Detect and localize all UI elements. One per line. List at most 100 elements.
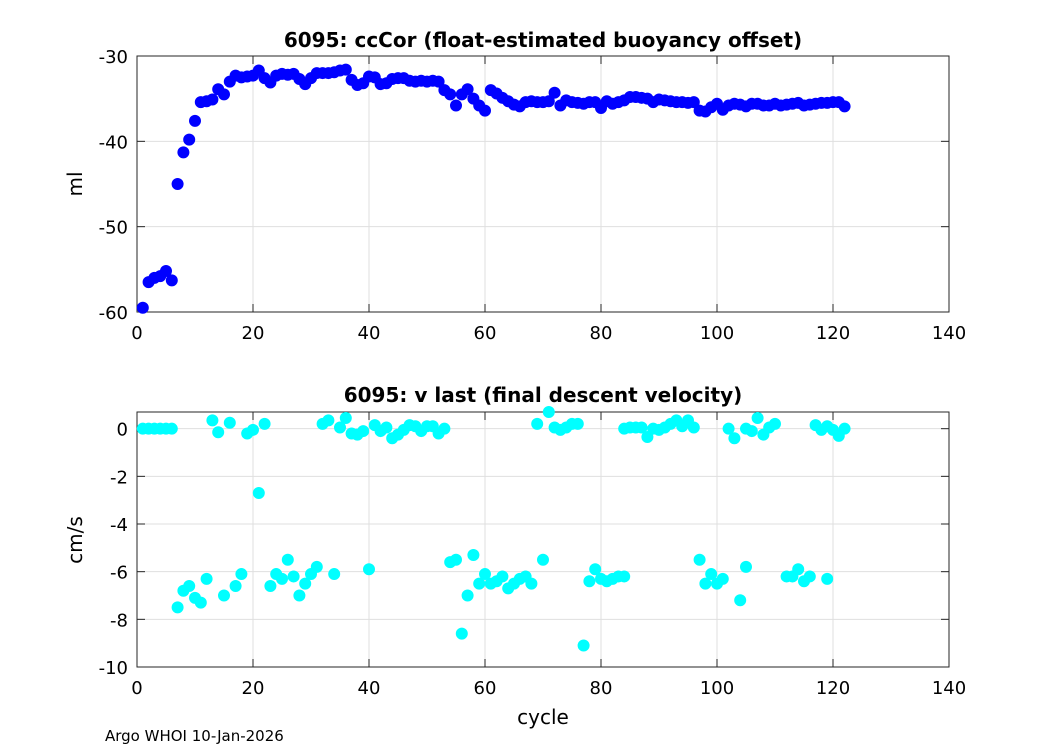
vlast-data-point <box>165 422 178 435</box>
vlast-data-point <box>299 577 312 590</box>
vlast-data-point <box>276 572 288 585</box>
vlast-data-point <box>212 426 225 439</box>
cccor-data-point <box>461 83 474 96</box>
vlast-data-point <box>635 421 648 434</box>
cccor-y-axis-label: ml <box>63 171 87 196</box>
vlast-data-point <box>571 417 584 430</box>
cccor-x-tick-label: 0 <box>131 323 142 344</box>
vlast-x-tick-label: 0 <box>131 678 142 699</box>
vlast-panel: 6095: v last (final descent velocity) cm… <box>63 383 966 729</box>
vlast-data-point <box>455 627 468 640</box>
vlast-data-point <box>363 563 375 576</box>
cccor-data-point <box>177 146 190 159</box>
cccor-data-point <box>165 274 178 287</box>
vlast-x-tick-label: 40 <box>358 678 381 699</box>
cccor-data-point <box>183 133 196 146</box>
vlast-data-point <box>699 577 712 590</box>
vlast-data-point <box>589 563 602 576</box>
cccor-x-tick-label: 80 <box>590 323 613 344</box>
cccor-x-tick-label: 120 <box>816 323 850 344</box>
vlast-x-axis-label: cycle <box>517 705 569 729</box>
vlast-data-point <box>206 414 219 427</box>
cccor-data-point <box>218 88 230 101</box>
cccor-data-point <box>339 63 352 76</box>
vlast-data-point <box>838 422 851 435</box>
vlast-data-point <box>496 570 509 583</box>
cccor-x-tick-label: 60 <box>474 323 497 344</box>
cccor-chart-title: 6095: ccCor (float-estimated buoyancy of… <box>284 28 802 52</box>
cccor-data-point <box>432 75 445 88</box>
vlast-x-tick-label: 120 <box>816 678 850 699</box>
vlast-y-axis-label: cm/s <box>63 516 87 564</box>
vlast-data-point <box>281 553 294 566</box>
vlast-data-point <box>438 422 451 435</box>
vlast-data-point <box>380 421 393 434</box>
vlast-x-tick-label: 20 <box>242 678 265 699</box>
vlast-data-point <box>247 423 259 436</box>
cccor-y-tick-label: -60 <box>99 303 128 324</box>
vlast-data-point <box>334 421 346 434</box>
vlast-data-point <box>310 560 323 573</box>
vlast-x-tick-label: 100 <box>700 678 734 699</box>
vlast-data-point <box>745 425 758 438</box>
vlast-data-point <box>293 589 306 602</box>
vlast-data-point <box>235 568 248 581</box>
cccor-data-point <box>136 301 149 314</box>
vlast-data-point <box>583 575 596 588</box>
vlast-data-point <box>339 411 352 424</box>
vlast-y-tick-label: -8 <box>110 610 128 631</box>
footer-credit: Argo WHOI 10-Jan-2026 <box>105 727 284 745</box>
vlast-data-point <box>287 570 300 583</box>
vlast-data-point <box>821 572 834 585</box>
vlast-data-point <box>740 560 752 573</box>
vlast-data-point <box>200 572 213 585</box>
cccor-y-tick-label: -50 <box>99 218 128 239</box>
vlast-data-point <box>531 417 544 430</box>
vlast-data-point <box>542 406 555 418</box>
cccor-data-point <box>687 96 700 109</box>
vlast-data-point <box>218 589 230 602</box>
cccor-data-point <box>189 114 201 127</box>
vlast-data-point <box>693 553 706 566</box>
vlast-chart-title: 6095: v last (final descent velocity) <box>344 383 743 407</box>
vlast-data-point <box>183 579 196 592</box>
vlast-y-tick-label: -10 <box>99 658 128 679</box>
vlast-data-point <box>258 417 271 430</box>
vlast-data-point <box>328 568 341 581</box>
vlast-plot-area <box>137 412 949 667</box>
cccor-y-tick-label: -30 <box>99 47 128 68</box>
cccor-data-point <box>450 99 462 112</box>
cccor-x-tick-label: 100 <box>700 323 734 344</box>
cccor-data-point <box>171 178 184 190</box>
vlast-x-tick-label: 140 <box>932 678 966 699</box>
vlast-data-point <box>803 570 816 583</box>
vlast-data-point <box>537 553 549 566</box>
cccor-y-tick-label: -40 <box>99 132 128 153</box>
cccor-data-point <box>160 265 172 278</box>
vlast-y-tick-label: -2 <box>110 467 128 488</box>
vlast-data-point <box>728 432 741 445</box>
vlast-data-point <box>641 431 654 444</box>
cccor-x-tick-label: 140 <box>932 323 966 344</box>
vlast-data-point <box>687 421 700 434</box>
cccor-data-point <box>444 88 457 101</box>
vlast-data-point <box>467 548 480 561</box>
vlast-data-point <box>769 417 781 430</box>
vlast-y-tick-label: -4 <box>110 515 128 536</box>
vlast-data-point <box>792 563 805 576</box>
vlast-x-tick-label: 60 <box>474 678 497 699</box>
vlast-data-point <box>171 601 184 614</box>
vlast-y-tick-label: 0 <box>117 420 128 441</box>
cccor-data-point <box>206 93 219 106</box>
cccor-x-tick-label: 40 <box>358 323 381 344</box>
vlast-data-point <box>716 572 729 585</box>
vlast-data-point <box>722 422 735 435</box>
vlast-data-point <box>194 596 207 609</box>
cccor-plot-area <box>137 56 949 312</box>
vlast-data-point <box>357 425 370 438</box>
cccor-data-point <box>548 86 561 99</box>
vlast-data-point <box>264 579 277 592</box>
vlast-data-point <box>734 594 747 607</box>
vlast-data-point <box>252 487 265 500</box>
